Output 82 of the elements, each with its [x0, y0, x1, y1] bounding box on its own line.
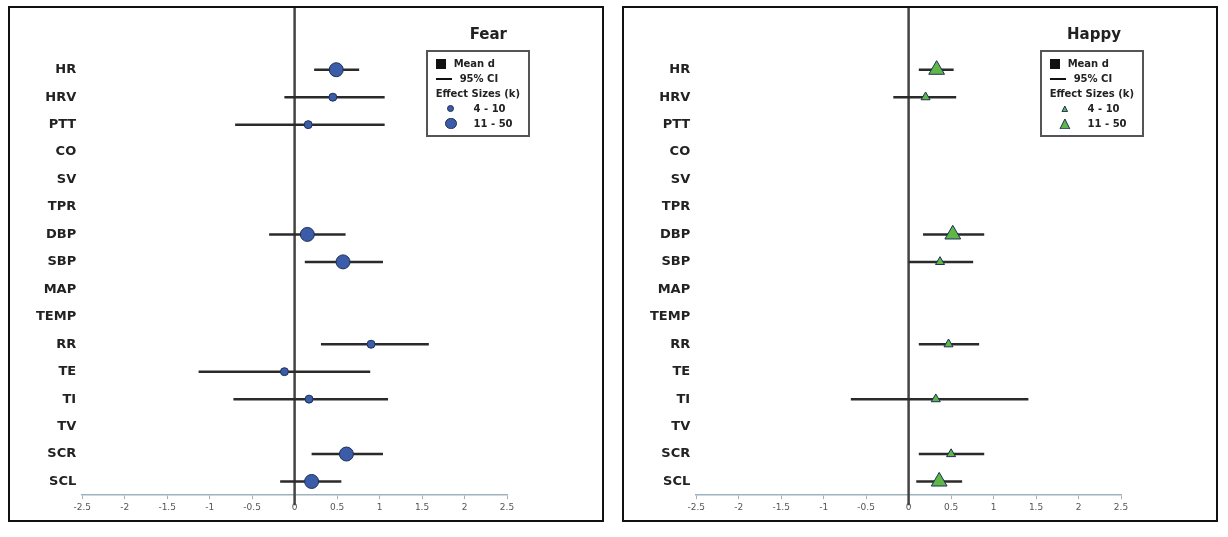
point [366, 339, 376, 349]
y-tick-label: TV [57, 417, 77, 433]
x-tick-label: 1 [990, 501, 997, 512]
x-tick-label: 1 [376, 501, 383, 512]
x-tick-label: 0.5 [943, 501, 959, 512]
x-tick-label: 0.5 [329, 501, 345, 512]
legend-label: 4 - 10 [473, 103, 506, 114]
y-tick-label: TPR [47, 198, 77, 214]
y-tick-label: SCR [661, 445, 691, 461]
y-tick-label: TPR [661, 198, 691, 214]
y-tick-label: TV [671, 417, 691, 433]
y-tick-label: TE [58, 363, 77, 379]
y-tick-label: DBP [659, 225, 691, 241]
y-tick-label: SV [56, 170, 77, 186]
y-tick-label: MAP [43, 280, 77, 296]
point [303, 120, 313, 130]
y-tick-label: SBP [47, 253, 77, 269]
point [304, 394, 314, 404]
x-tick-label: 2.5 [1113, 501, 1129, 512]
chart-title: Fear [469, 24, 508, 43]
point [279, 367, 289, 377]
y-tick-label: CO [669, 143, 691, 159]
point [335, 254, 351, 270]
legend-label: 4 - 10 [1087, 103, 1120, 114]
point [935, 256, 946, 265]
y-tick-label: CO [55, 143, 77, 159]
y-tick-label: SV [670, 170, 691, 186]
legend-title: Effect Sizes (k) [1049, 87, 1134, 101]
legend-label: 11 - 50 [1087, 118, 1127, 129]
x-tick-label: -1.5 [772, 501, 790, 512]
x-tick-label: 2.5 [499, 501, 515, 512]
y-tick-label: TI [676, 390, 691, 406]
point [338, 446, 354, 462]
x-tick-label: 1.5 [1028, 501, 1044, 512]
y-tick-label: PTT [48, 116, 77, 131]
y-tick-label: SCR [47, 445, 77, 461]
x-tick-label: 2 [461, 501, 468, 512]
point [930, 393, 941, 403]
point [328, 92, 338, 102]
annotation: 95% CI [1073, 73, 1113, 84]
x-tick-label: -2.5 [73, 501, 91, 512]
x-tick-label: 1.5 [414, 501, 430, 512]
point [328, 62, 344, 78]
y-tick-label: RR [56, 335, 77, 351]
y-tick-label: TEMP [35, 308, 77, 324]
y-tick-label: DBP [45, 225, 77, 241]
y-tick-label: RR [670, 335, 691, 351]
point [944, 224, 962, 240]
x-tick-label: 2 [1075, 501, 1082, 512]
annotation: Mean d [453, 58, 495, 69]
point [304, 473, 320, 489]
y-tick-label: TI [62, 390, 77, 406]
x-tick-label: -2.5 [687, 501, 705, 512]
point [928, 60, 946, 75]
y-tick-label: HR [55, 61, 77, 77]
y-tick-label: TE [672, 363, 691, 379]
annotation: 95% CI [459, 73, 499, 84]
y-tick-label: PTT [662, 116, 691, 131]
point [930, 471, 948, 487]
y-tick-label: TEMP [649, 308, 691, 324]
x-tick-label: -0.5 [243, 501, 261, 512]
point [943, 338, 954, 348]
y-tick-label: SCL [663, 472, 691, 488]
y-tick-label: MAP [657, 280, 691, 296]
x-tick-label: -1 [205, 501, 215, 512]
y-tick-label: SCL [49, 472, 77, 488]
y-tick-label: HRV [659, 88, 691, 104]
chart-title: Happy [1067, 24, 1122, 43]
point [920, 91, 931, 101]
x-tick-label: -2 [734, 501, 744, 512]
y-tick-label: SBP [661, 253, 691, 269]
point [946, 448, 957, 458]
legend-label: 11 - 50 [473, 118, 513, 129]
y-tick-label: HR [669, 61, 691, 77]
y-tick-label: HRV [45, 88, 77, 104]
legend-title: Effect Sizes (k) [435, 87, 520, 101]
annotation: Mean d [1067, 58, 1109, 69]
point [299, 226, 315, 242]
x-tick-label: -0.5 [857, 501, 875, 512]
x-tick-label: -2 [120, 501, 130, 512]
x-tick-label: -1.5 [158, 501, 176, 512]
x-tick-label: -1 [819, 501, 829, 512]
